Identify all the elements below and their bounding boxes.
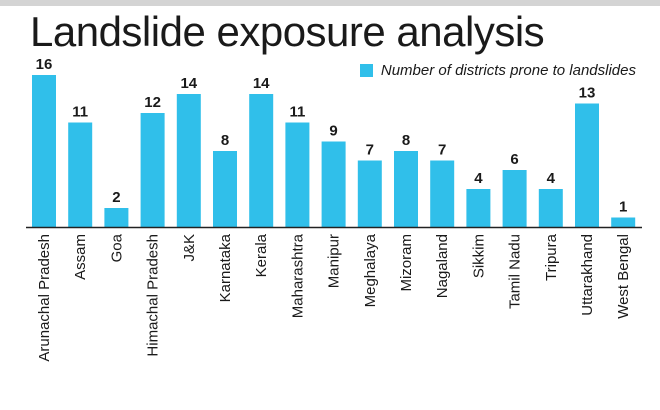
category-label-assam: Assam xyxy=(72,234,89,280)
category-label-nagaland: Nagaland xyxy=(434,234,451,298)
bar-goa xyxy=(104,208,129,227)
value-label-maharashtra: 11 xyxy=(289,104,305,121)
bar-mizoram xyxy=(394,151,418,227)
bar-sikkim xyxy=(466,189,491,227)
bar-tripura xyxy=(538,189,563,227)
value-labels-group: 16 11 2 12 14 8 14 11 9 7 8 7 4 6 4 13 1 xyxy=(36,56,628,216)
chart-title: Landslide exposure analysis xyxy=(30,8,545,55)
category-label-himachal-pradesh: Himachal Pradesh xyxy=(145,234,162,357)
value-label-manipur: 9 xyxy=(329,123,337,140)
bar-himachal-pradesh xyxy=(140,113,165,227)
value-label-mizoram: 8 xyxy=(402,132,410,149)
category-label-west-bengal: West Bengal xyxy=(615,234,632,319)
bars-group xyxy=(32,75,636,227)
value-label-sikkim: 4 xyxy=(474,170,483,187)
bar-kerala xyxy=(249,94,274,227)
value-label-himachal-pradesh: 12 xyxy=(144,94,161,111)
category-label-meghalaya: Meghalaya xyxy=(362,233,379,307)
legend: Number of districts prone to landslides xyxy=(359,62,636,79)
bar-assam xyxy=(68,122,93,227)
value-label-karnataka: 8 xyxy=(221,132,229,149)
bar-karnataka xyxy=(213,151,237,227)
legend-swatch xyxy=(359,64,373,77)
bar-tamil-nadu xyxy=(502,170,527,227)
legend-label: Number of districts prone to landslides xyxy=(380,62,636,79)
value-label-assam: 11 xyxy=(72,104,88,121)
value-label-tamil-nadu: 6 xyxy=(510,151,518,168)
category-label-karnataka: Karnataka xyxy=(217,233,234,302)
category-label-uttarakhand: Uttarakhand xyxy=(579,234,596,316)
category-label-manipur: Manipur xyxy=(326,234,343,288)
top-rule xyxy=(0,0,660,6)
value-label-uttarakhand: 13 xyxy=(579,85,596,102)
category-label-mizoram: Mizoram xyxy=(398,234,415,292)
value-label-arunachal-pradesh: 16 xyxy=(36,56,53,73)
category-label-jandk: J&K xyxy=(181,234,198,262)
bar-manipur xyxy=(321,141,346,227)
value-label-goa: 2 xyxy=(112,189,120,206)
bar-uttarakhand xyxy=(575,103,599,227)
value-label-west-bengal: 1 xyxy=(619,199,627,216)
value-label-nagaland: 7 xyxy=(438,142,446,159)
category-label-kerala: Kerala xyxy=(253,233,270,277)
bar-arunachal-pradesh xyxy=(32,75,56,227)
value-label-kerala: 14 xyxy=(253,75,270,92)
category-label-arunachal-pradesh: Arunachal Pradesh xyxy=(36,234,53,362)
bar-jandk xyxy=(176,94,201,227)
value-label-meghalaya: 7 xyxy=(366,142,374,159)
category-labels-group: Arunachal Pradesh Assam Goa Himachal Prades… xyxy=(36,233,632,361)
bar-maharashtra xyxy=(285,122,310,227)
bar-west-bengal xyxy=(611,217,636,227)
value-label-tripura: 4 xyxy=(547,170,556,187)
category-label-tripura: Tripura xyxy=(543,233,560,281)
bar-meghalaya xyxy=(357,160,382,227)
category-label-maharashtra: Maharashtra xyxy=(289,233,306,318)
value-label-jandk: 14 xyxy=(180,75,197,92)
bar-nagaland xyxy=(430,160,455,227)
category-label-goa: Goa xyxy=(108,233,125,262)
category-label-sikkim: Sikkim xyxy=(470,234,487,278)
category-label-tamil-nadu: Tamil Nadu xyxy=(507,234,524,309)
